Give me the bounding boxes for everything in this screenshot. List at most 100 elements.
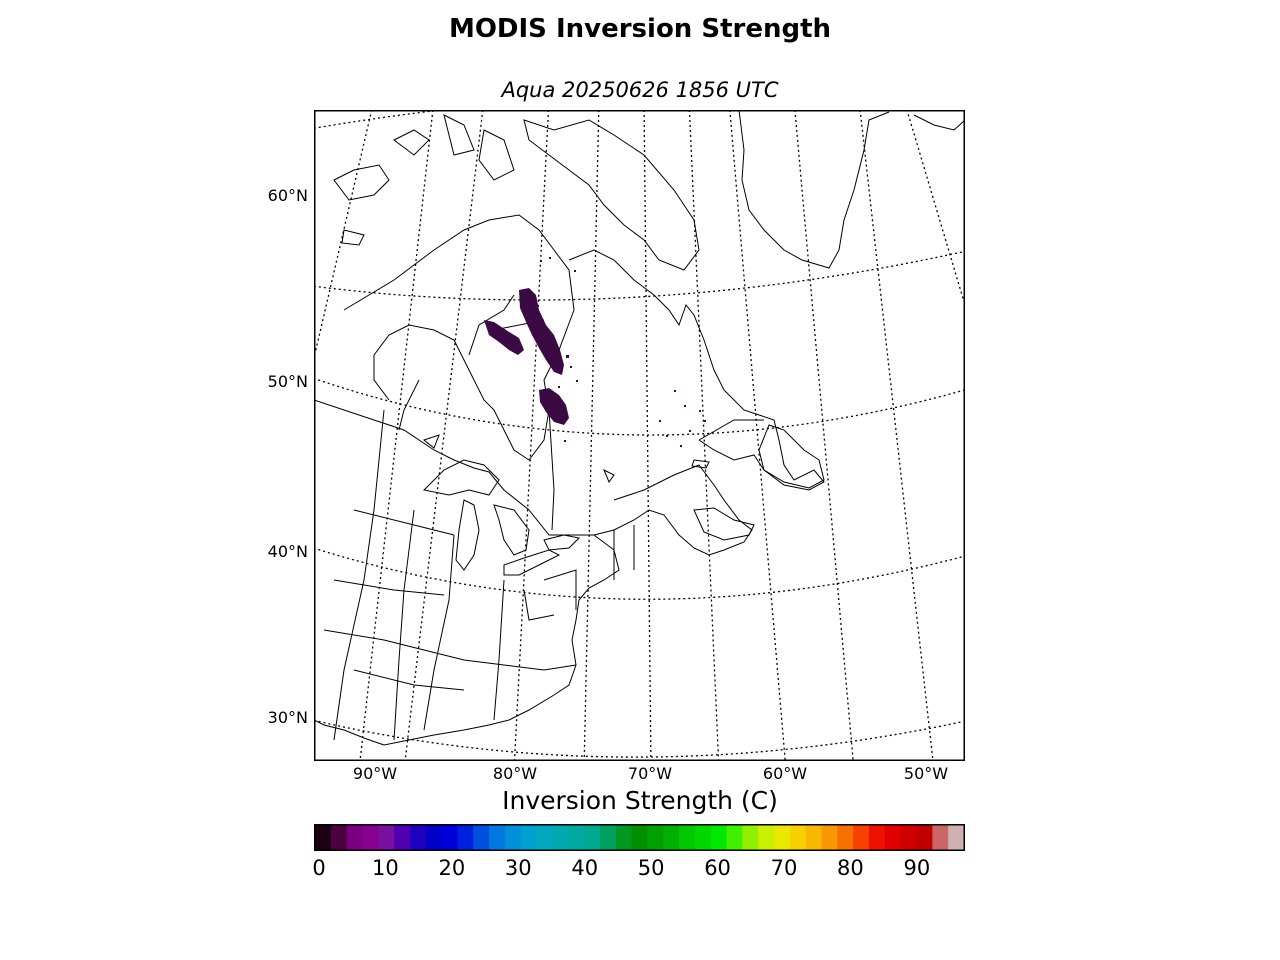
colorbar-tick-label: 80 [837,856,864,880]
meridian-80w [513,110,550,761]
meridian-75w [583,110,600,761]
colorbar-segment [884,825,902,850]
colorbar-tick-label: 70 [770,856,798,880]
lake-michigan [455,499,480,571]
nova-scotia-coast [693,507,755,541]
colorbar-segment [742,825,759,850]
lon-label-90w: 90°W [352,764,398,783]
newfoundland-coast [758,424,825,489]
colorbar-segment [409,825,427,850]
meridian-65w [688,110,720,761]
colorbar-segment [584,825,601,850]
hudson-bay-coast [343,214,575,461]
colorbar-segment [520,825,538,850]
colorbar-segment [504,825,522,850]
colorbar-segment [726,825,743,850]
meridian-90w [359,110,434,761]
colorbar-segment [362,825,379,850]
lake-erie [503,549,561,576]
colorbar-segment [932,825,949,850]
parallel-40n [314,547,965,600]
colorbar-segment [346,825,364,850]
colorbar-segment [837,825,854,850]
lat-label-50n: 50°N [267,372,308,391]
graticule [314,110,965,761]
colorbar-border [314,824,965,851]
us-east-coast [314,534,620,746]
arctic-islands [333,114,515,246]
chart-subtitle: Aqua 20250626 1856 UTC [501,78,779,102]
chart-title: MODIS Inversion Strength [448,14,832,44]
inversion-patch-abitibi [539,388,569,425]
lat-label-30n: 30°N [267,708,308,727]
colorbar-tick-label: 60 [704,856,731,880]
colorbar-segment [425,825,443,850]
colorbar-segment [473,825,490,850]
small-lakes [422,434,710,484]
colorbar-label: Inversion Strength (C) [502,786,778,815]
colorbar-segment [694,825,712,850]
lake-ontario [543,534,581,551]
colorbar-segment [536,825,554,850]
colorbar-segment [679,825,696,850]
coastlines [314,110,965,746]
colorbar-segment [916,825,933,850]
lat-label-40n: 40°N [267,542,308,561]
inversion-patch-james-bay [519,288,564,375]
province-lines [398,319,764,531]
colorbar-segment [615,825,633,850]
colorbar-segment [948,825,965,850]
colorbar-segment [710,825,728,850]
colorbar [314,824,965,851]
colorbar-segment [599,825,617,850]
colorbar-segment [315,825,332,850]
colorbar-segment [758,825,775,850]
colorbar-tick-label: 0 [312,856,326,880]
meridian-95w [314,110,373,361]
colorbar-segment [900,825,918,850]
colorbar-segment [330,825,348,850]
colorbar-segment [805,825,823,850]
colorbar-tick-label: 30 [504,856,532,880]
colorbar-segment [631,825,649,850]
meridian-60w [729,110,786,761]
map-background [314,110,965,761]
colorbar-segment [552,825,569,850]
lat-label-60n: 60°N [267,186,308,205]
colorbar-segment [568,825,585,850]
colorbar-segment [457,825,474,850]
colorbar-segment [378,825,395,850]
lon-label-60w: 60°W [762,764,808,783]
meridian-70w [643,110,652,761]
colorbar-segment [869,825,886,850]
colorbar-segment [821,825,838,850]
colorbar-tick-label: 20 [438,856,466,880]
lake-huron [493,504,530,556]
map-svg [314,110,965,761]
colorbar-tick-label: 40 [571,856,599,880]
colorbar-segment [489,825,506,850]
colorbar-segment [663,825,680,850]
map-panel [314,110,965,761]
greenland-coast [738,110,965,269]
inversion-data [484,257,706,447]
colorbar-segment [441,825,459,850]
colorbar-tick-label: 50 [637,856,665,880]
lon-label-70w: 70°W [627,764,673,783]
lon-label-50w: 50°W [903,764,949,783]
state-lines [323,409,635,741]
baffin-coast [523,119,700,271]
colorbar-segment [789,825,807,850]
inversion-speckles-quebec [540,257,578,442]
inversion-speckles-labrador [659,390,706,447]
lon-label-80w: 80°W [492,764,538,783]
colorbar-tick-label: 90 [903,856,931,880]
lake-superior [422,459,500,496]
colorbar-segment [647,825,664,850]
meridian-50w [859,110,934,761]
colorbar-segment [853,825,870,850]
meridian-55w [794,110,854,761]
inversion-patch-west [484,320,524,355]
colorbar-segment [774,825,791,850]
james-bay-coast [468,294,515,356]
